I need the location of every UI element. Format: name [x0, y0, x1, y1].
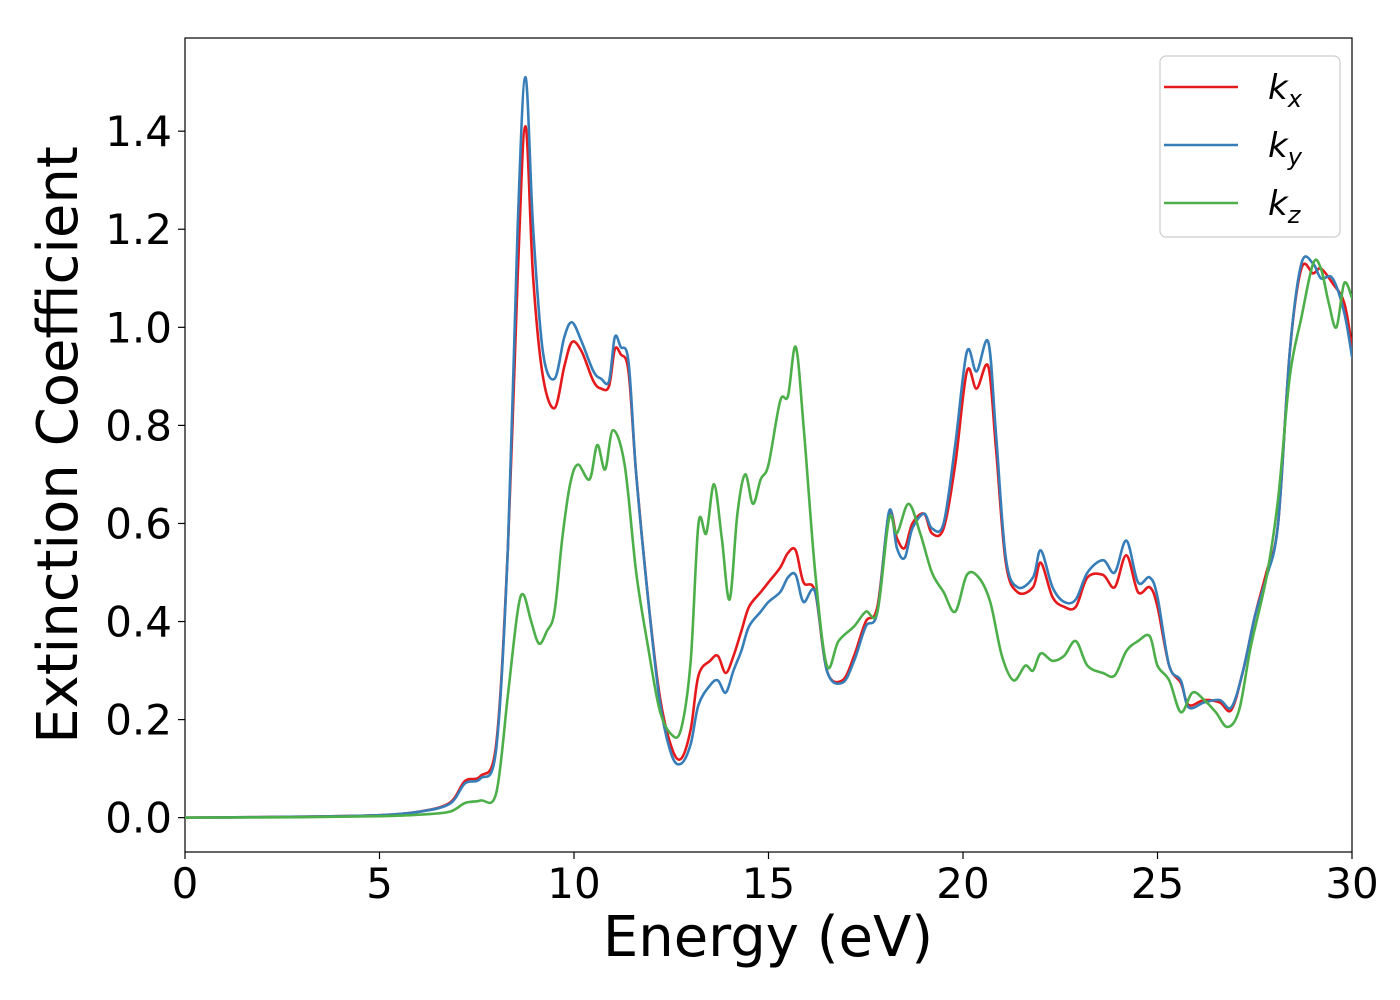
legend-label-y: ky: [1268, 126, 1303, 171]
legend-items: kx ky kz: [1164, 68, 1303, 229]
x-tick-label: 10: [547, 859, 600, 908]
y-axis-title: Extinction Coefficient: [26, 146, 91, 744]
legend-label-x: kx: [1268, 68, 1303, 113]
ticks-layer: 0 5 10 15 20 25 30 0.0 0.2 0.4 0.6 0.8 1.0 1.2 1.4: [105, 107, 1379, 908]
legend-box: [1159, 55, 1341, 238]
series-line-z: [185, 258, 1352, 819]
legend: kx ky kz: [1159, 55, 1341, 238]
series-layer: [185, 75, 1352, 819]
series-line-y: [185, 75, 1352, 819]
x-tick-label: 30: [1325, 859, 1378, 908]
y-tick-label: 0.2: [105, 696, 172, 745]
y-tick-label: 0.0: [105, 794, 172, 843]
y-tick-label: 0.4: [105, 598, 172, 647]
y-tick-label: 1.0: [105, 303, 172, 352]
x-tick-label: 25: [1131, 859, 1184, 908]
y-tick-label: 0.6: [105, 499, 172, 548]
y-tick-label: 1.4: [105, 107, 172, 156]
x-axis-title: Energy (eV): [603, 905, 933, 970]
x-tick-label: 15: [742, 859, 795, 908]
x-tick-label: 5: [366, 859, 393, 908]
plot-area: [184, 37, 1353, 853]
x-tick-label: 0: [172, 859, 199, 908]
legend-label-z: kz: [1268, 184, 1302, 229]
x-tick-label: 20: [936, 859, 989, 908]
y-tick-label: 1.2: [105, 205, 172, 254]
series-group: [185, 75, 1352, 819]
y-tick-label: 0.8: [105, 401, 172, 450]
